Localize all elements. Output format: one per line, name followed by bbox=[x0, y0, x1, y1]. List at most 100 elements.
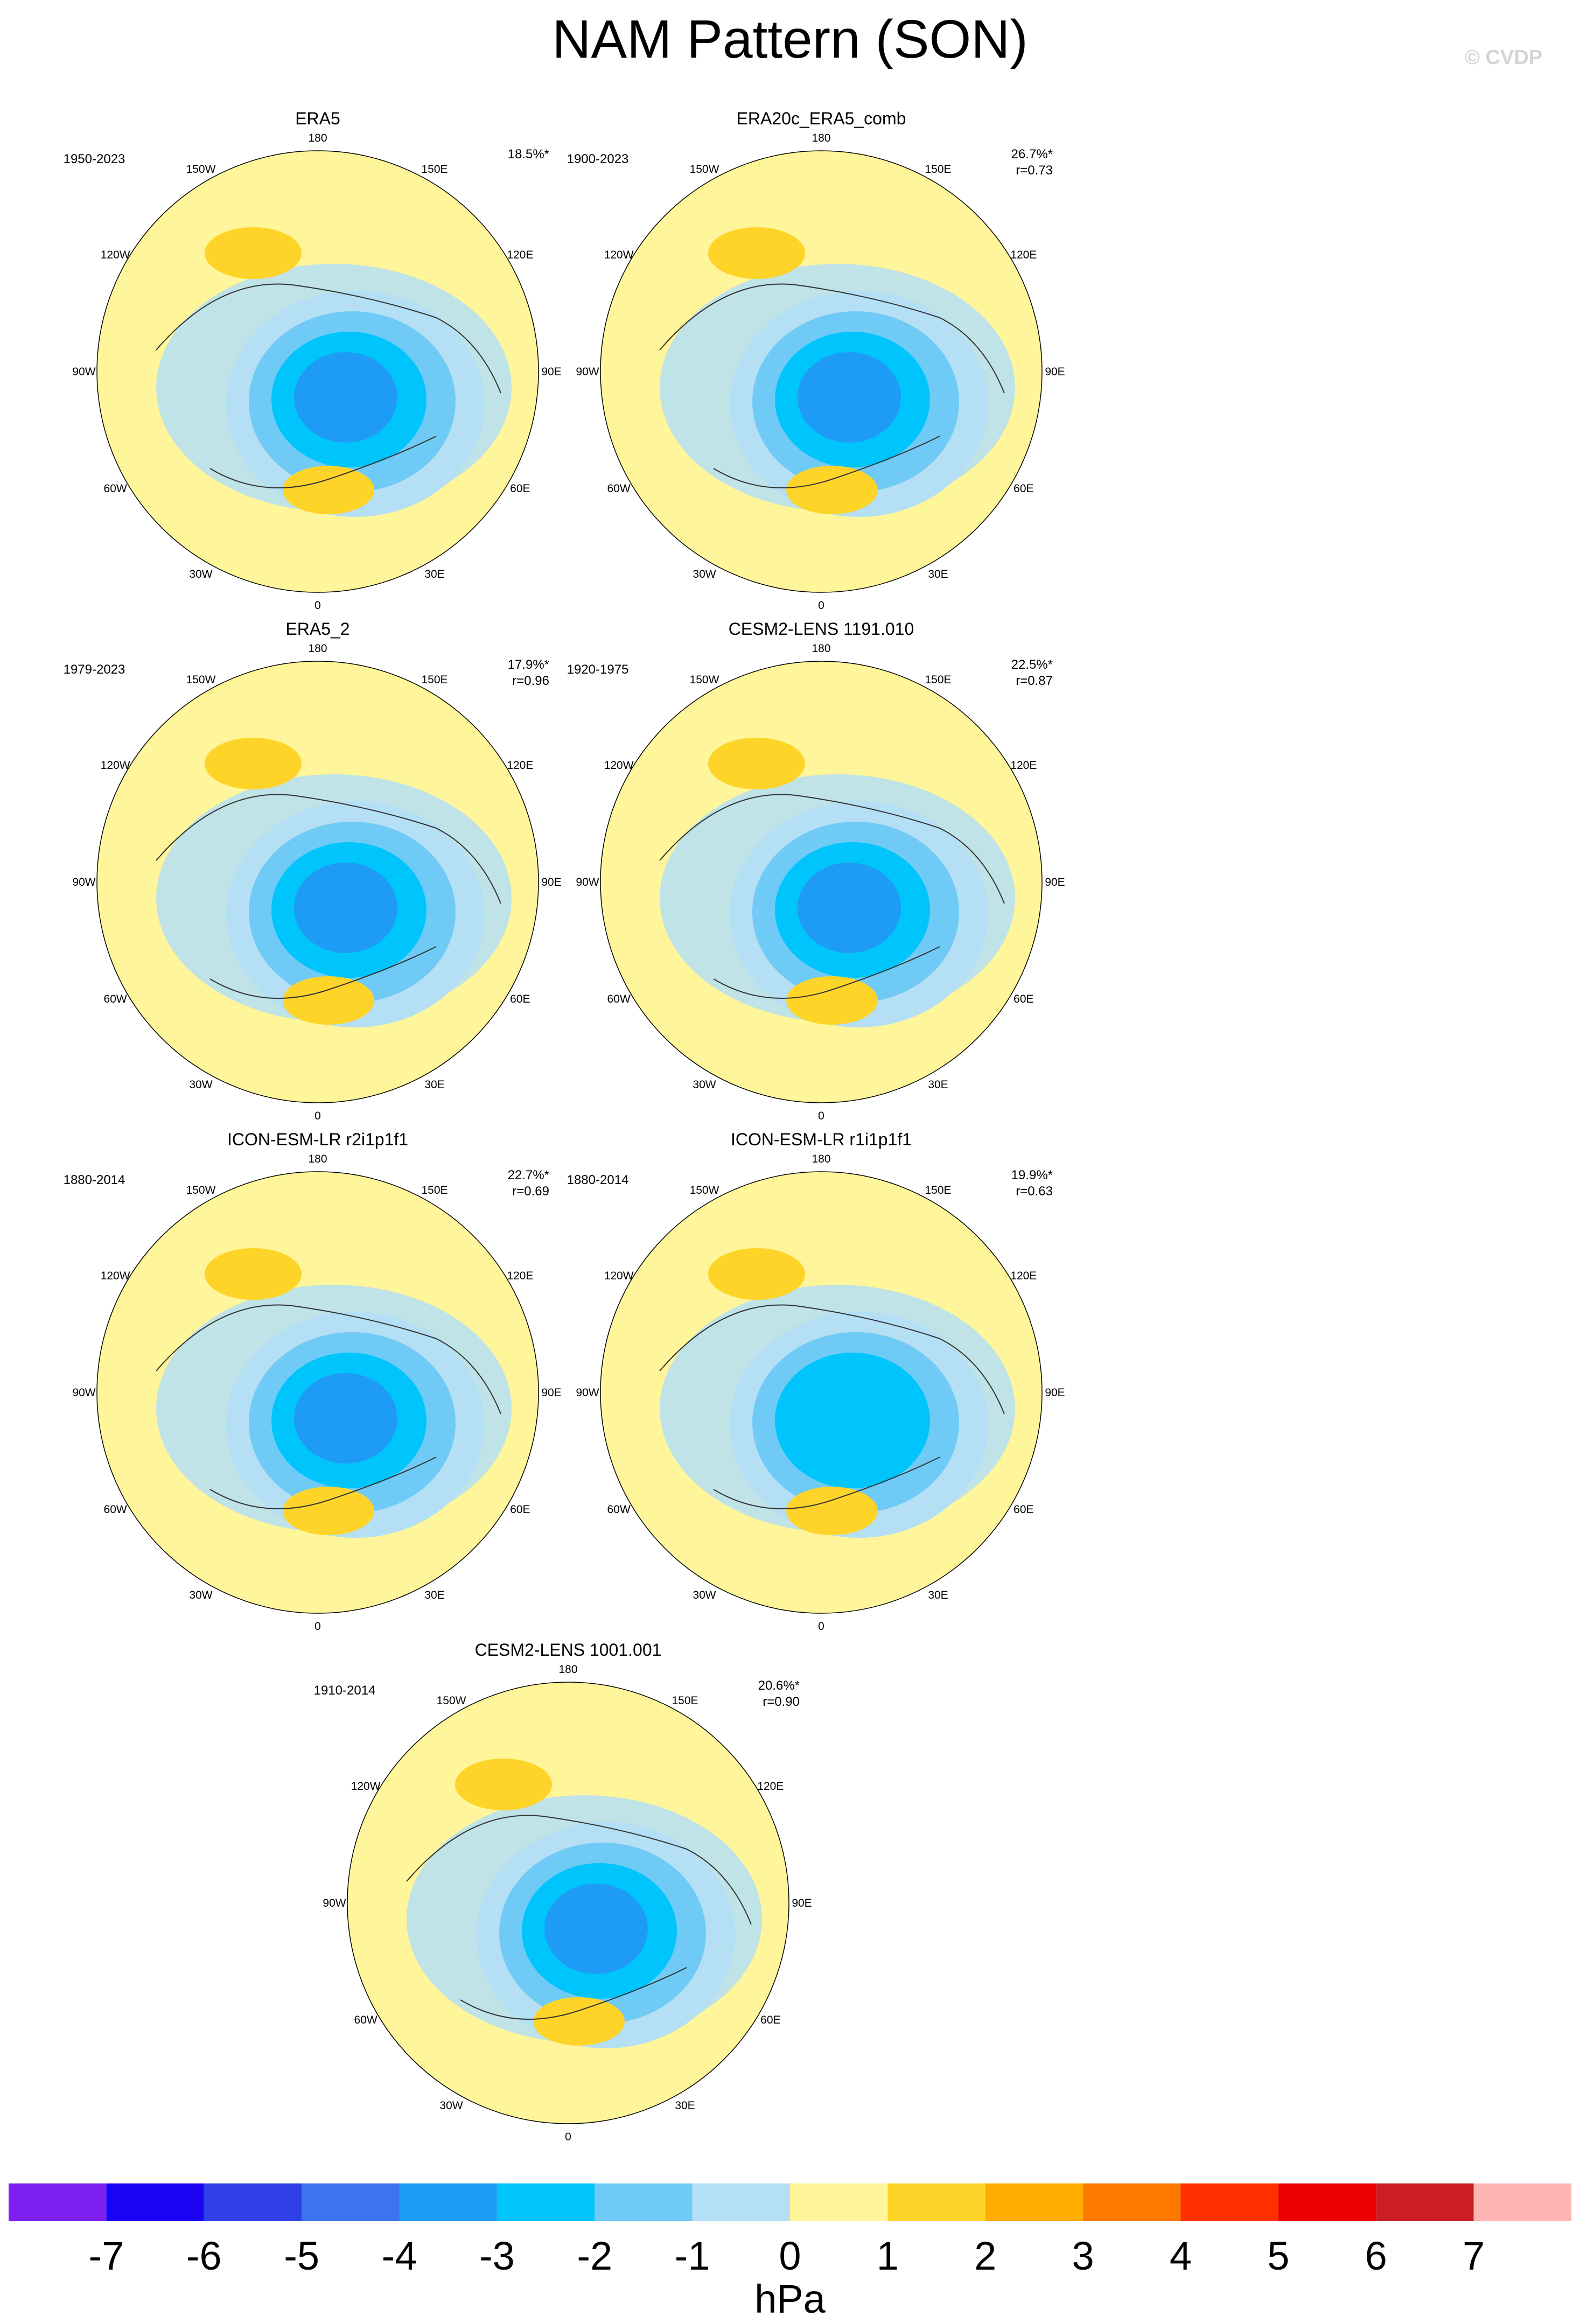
panel-period: 1979-2023 bbox=[63, 662, 125, 677]
map-panel: ERA20c_ERA5_comb 1900-2023 26.7%* r=0.73 180… bbox=[525, 108, 1117, 625]
map-panel: CESM2-LENS 1001.001 1910-2014 20.6%* r=0.90… bbox=[272, 1639, 864, 2156]
colorbar-segment bbox=[595, 2183, 693, 2221]
coastline bbox=[713, 436, 940, 488]
explained-variance: 22.5%* bbox=[1011, 657, 1053, 672]
colorbar-segment bbox=[1473, 2183, 1571, 2221]
longitude-label: 30W bbox=[189, 1589, 212, 1601]
longitude-label: 90E bbox=[792, 1897, 812, 1909]
panel-period: 1880-2014 bbox=[63, 1173, 125, 1187]
coastline bbox=[659, 283, 1005, 394]
pattern-correlation: r=0.87 bbox=[1016, 674, 1053, 688]
longitude-label: 30W bbox=[693, 1589, 716, 1601]
polar-map: 180 150E 120E 90E 60E 30E 0 30W 60W 90W 120W 150W bbox=[576, 1153, 1065, 1633]
colorbar-segment bbox=[1278, 2183, 1376, 2221]
page-title: NAM Pattern (SON) bbox=[552, 9, 1028, 69]
longitude-label: 120E bbox=[507, 1270, 533, 1282]
longitude-label: 150W bbox=[186, 674, 216, 686]
longitude-label: 150E bbox=[672, 1695, 698, 1707]
longitude-label: 90W bbox=[72, 876, 95, 888]
negative-anomaly-contour bbox=[294, 863, 397, 953]
negative-anomaly-contour bbox=[294, 1373, 397, 1464]
longitude-label: 30E bbox=[928, 568, 948, 580]
longitude-label: 150W bbox=[690, 674, 719, 686]
coastline bbox=[209, 436, 437, 488]
longitude-label: 90W bbox=[72, 366, 95, 378]
longitude-label: 120W bbox=[604, 1270, 634, 1282]
positive-anomaly-atlantic bbox=[786, 466, 878, 514]
polar-map: 180 150E 120E 90E 60E 30E 0 30W 60W 90W 120W 150W bbox=[72, 1153, 561, 1633]
colorbar-segment bbox=[1083, 2183, 1181, 2221]
coastline bbox=[209, 946, 437, 999]
colorbar-segment bbox=[106, 2183, 204, 2221]
longitude-label: 60E bbox=[1013, 482, 1033, 495]
longitude-label: 30E bbox=[424, 1589, 444, 1601]
longitude-label: 180 bbox=[308, 642, 327, 655]
panel-stats: 18.5%* bbox=[452, 146, 549, 163]
longitude-label: 90E bbox=[541, 1387, 561, 1399]
longitude-label: 0 bbox=[818, 1620, 824, 1633]
positive-anomaly-atlantic bbox=[533, 1997, 625, 2046]
positive-anomaly-atlantic bbox=[283, 466, 374, 514]
panel-title: ERA20c_ERA5_comb bbox=[736, 109, 906, 128]
pattern-correlation: r=0.63 bbox=[1016, 1184, 1053, 1199]
map-panel: ICON-ESM-LR r2i1p1f1 1880-2014 22.7%* r=0.6… bbox=[22, 1129, 614, 1646]
longitude-label: 150E bbox=[925, 674, 951, 686]
coastline bbox=[156, 1304, 501, 1415]
longitude-label: 150E bbox=[421, 1184, 448, 1196]
colorbar-tick-label: 5 bbox=[1267, 2234, 1289, 2278]
map-panel: ERA5_2 1979-2023 17.9%* r=0.96 180 150E 120E 90… bbox=[22, 618, 614, 1135]
explained-variance: 26.7%* bbox=[1011, 147, 1053, 162]
longitude-label: 120W bbox=[351, 1780, 381, 1793]
coastline bbox=[156, 283, 501, 394]
colorbar-tick-label: 0 bbox=[779, 2234, 801, 2278]
pattern-correlation: r=0.96 bbox=[512, 674, 549, 688]
longitude-label: 30E bbox=[675, 2099, 695, 2112]
longitude-label: 90E bbox=[1045, 366, 1065, 378]
longitude-label: 30W bbox=[693, 568, 716, 580]
coastline bbox=[209, 1457, 437, 1509]
panel-period: 1950-2023 bbox=[63, 152, 125, 166]
longitude-label: 120W bbox=[101, 249, 130, 261]
coastline bbox=[406, 1815, 752, 1925]
longitude-label: 120E bbox=[507, 759, 533, 772]
longitude-label: 90E bbox=[541, 366, 561, 378]
colorbar-tick-label: -7 bbox=[88, 2234, 124, 2278]
panel-stats: 17.9%* r=0.96 bbox=[452, 657, 549, 689]
positive-anomaly-pacific bbox=[708, 1248, 805, 1300]
longitude-label: 120W bbox=[604, 249, 634, 261]
positive-anomaly-pacific bbox=[205, 1248, 302, 1300]
colorbar-tick-label: -2 bbox=[577, 2234, 612, 2278]
longitude-label: 180 bbox=[308, 132, 327, 144]
map-panel: ERA5 1950-2023 18.5%* 180 150E 120E 90E 60E 30E 0… bbox=[22, 108, 614, 625]
panel-title: ICON-ESM-LR r1i1p1f1 bbox=[730, 1130, 912, 1149]
colorbar-tick-label: -1 bbox=[675, 2234, 710, 2278]
longitude-label: 0 bbox=[314, 599, 321, 612]
colorbar-segment bbox=[399, 2183, 497, 2221]
map-boundary bbox=[600, 661, 1043, 1103]
positive-anomaly-atlantic bbox=[786, 1487, 878, 1535]
panel-period: 1920-1975 bbox=[567, 662, 629, 677]
map-panel: ICON-ESM-LR r1i1p1f1 1880-2014 19.9%* r=0.6… bbox=[525, 1129, 1117, 1646]
longitude-label: 60E bbox=[510, 482, 530, 495]
longitude-label: 60W bbox=[104, 1503, 127, 1516]
longitude-label: 0 bbox=[314, 1110, 321, 1122]
positive-anomaly-atlantic bbox=[283, 1487, 374, 1535]
longitude-label: 150W bbox=[437, 1695, 466, 1707]
negative-anomaly-contour bbox=[544, 1884, 648, 1974]
longitude-label: 150E bbox=[421, 163, 448, 176]
longitude-label: 120E bbox=[1010, 1270, 1037, 1282]
polar-map: 180 150E 120E 90E 60E 30E 0 30W 60W 90W 120W 150W bbox=[576, 132, 1065, 612]
longitude-label: 120W bbox=[101, 1270, 130, 1282]
longitude-label: 120E bbox=[507, 249, 533, 261]
panel-period: 1900-2023 bbox=[567, 152, 629, 166]
panel-stats: 22.7%* r=0.69 bbox=[452, 1167, 549, 1200]
panel-period: 1880-2014 bbox=[567, 1173, 629, 1187]
pattern-correlation: r=0.69 bbox=[512, 1184, 549, 1199]
longitude-label: 90W bbox=[576, 366, 599, 378]
longitude-label: 60W bbox=[607, 993, 631, 1005]
coastline bbox=[713, 1457, 940, 1509]
positive-anomaly-pacific bbox=[205, 738, 302, 789]
longitude-label: 90W bbox=[576, 1387, 599, 1399]
longitude-label: 0 bbox=[818, 1110, 824, 1122]
coastline bbox=[659, 794, 1005, 904]
